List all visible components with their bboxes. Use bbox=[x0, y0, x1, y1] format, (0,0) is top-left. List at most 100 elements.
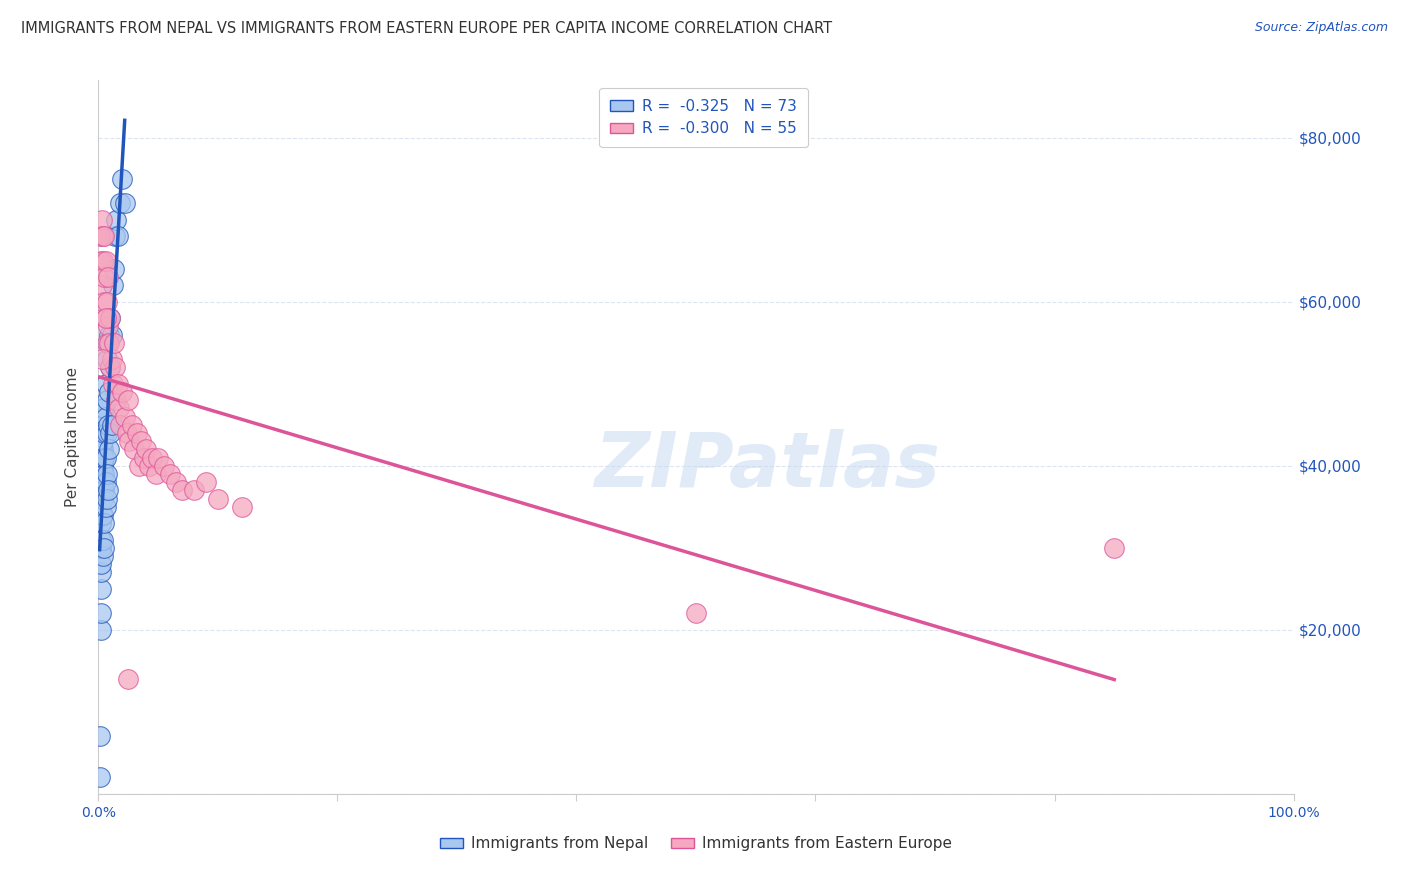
Point bbox=[107, 376, 129, 391]
Point bbox=[148, 450, 170, 465]
Point bbox=[117, 393, 139, 408]
Point bbox=[145, 467, 167, 481]
Point bbox=[90, 533, 112, 547]
Point bbox=[91, 278, 114, 293]
Point bbox=[118, 434, 141, 449]
Point bbox=[141, 450, 163, 465]
Point bbox=[105, 212, 128, 227]
Point bbox=[98, 327, 121, 342]
Point bbox=[91, 434, 114, 449]
Point bbox=[91, 425, 114, 440]
Point bbox=[96, 491, 118, 506]
Point bbox=[96, 335, 118, 350]
Point bbox=[105, 393, 128, 408]
Y-axis label: Per Capita Income: Per Capita Income bbox=[65, 367, 80, 508]
Point bbox=[91, 508, 114, 522]
Point bbox=[89, 730, 111, 744]
Point bbox=[90, 516, 112, 531]
Point bbox=[114, 409, 136, 424]
Point bbox=[135, 442, 157, 457]
Point bbox=[98, 360, 122, 375]
Point bbox=[131, 434, 153, 449]
Point bbox=[91, 438, 114, 452]
Text: Source: ZipAtlas.com: Source: ZipAtlas.com bbox=[1254, 21, 1388, 34]
Point bbox=[96, 352, 118, 367]
Point bbox=[91, 450, 114, 465]
Point bbox=[159, 467, 181, 481]
Point bbox=[685, 607, 707, 621]
Point bbox=[91, 483, 114, 498]
Point bbox=[94, 253, 117, 268]
Point bbox=[104, 229, 127, 244]
Point bbox=[89, 771, 111, 785]
Point bbox=[128, 458, 150, 473]
Point bbox=[121, 417, 143, 432]
Point bbox=[207, 491, 229, 506]
Point bbox=[90, 623, 112, 637]
Point bbox=[231, 500, 253, 514]
Point bbox=[107, 401, 129, 416]
Point bbox=[103, 261, 125, 276]
Point bbox=[91, 533, 114, 547]
Point bbox=[91, 475, 114, 490]
Point bbox=[111, 384, 134, 399]
Point bbox=[91, 491, 114, 506]
Point bbox=[94, 450, 117, 465]
Point bbox=[90, 558, 112, 572]
Point bbox=[97, 270, 120, 285]
Point bbox=[91, 253, 114, 268]
Point bbox=[93, 270, 115, 285]
Point bbox=[101, 376, 124, 391]
Point bbox=[93, 467, 115, 481]
Point bbox=[1104, 541, 1126, 555]
Legend: Immigrants from Nepal, Immigrants from Eastern Europe: Immigrants from Nepal, Immigrants from E… bbox=[434, 830, 957, 857]
Point bbox=[125, 425, 148, 440]
Point bbox=[91, 508, 114, 522]
Point bbox=[98, 360, 122, 375]
Point bbox=[101, 278, 124, 293]
Point bbox=[94, 475, 117, 490]
Point bbox=[93, 483, 115, 498]
Point bbox=[97, 483, 120, 498]
Point bbox=[94, 311, 117, 326]
Point bbox=[98, 384, 121, 399]
Point bbox=[90, 541, 112, 555]
Point bbox=[93, 516, 115, 531]
Point bbox=[124, 442, 146, 457]
Point bbox=[91, 455, 114, 469]
Point bbox=[100, 417, 122, 432]
Point bbox=[91, 212, 114, 227]
Point bbox=[97, 417, 120, 432]
Text: ZIPatlas: ZIPatlas bbox=[595, 429, 941, 502]
Point bbox=[104, 360, 127, 375]
Point bbox=[91, 442, 114, 457]
Point bbox=[91, 446, 114, 460]
Point bbox=[93, 450, 115, 465]
Point bbox=[91, 467, 114, 481]
Point bbox=[108, 417, 131, 432]
Point bbox=[94, 376, 117, 391]
Point bbox=[93, 229, 115, 244]
Point bbox=[93, 401, 115, 416]
Point bbox=[96, 425, 118, 440]
Point bbox=[91, 442, 114, 457]
Point bbox=[117, 672, 139, 686]
Point bbox=[96, 294, 118, 309]
Point bbox=[111, 171, 134, 186]
Point bbox=[89, 229, 111, 244]
Point bbox=[91, 491, 114, 506]
Point bbox=[94, 500, 117, 514]
Point bbox=[98, 425, 122, 440]
Point bbox=[195, 475, 218, 490]
Point bbox=[138, 458, 160, 473]
Point bbox=[91, 352, 114, 367]
Point bbox=[108, 196, 131, 211]
Point bbox=[91, 401, 114, 416]
Point bbox=[91, 417, 114, 432]
Point bbox=[90, 607, 112, 621]
Point bbox=[91, 475, 114, 490]
Point bbox=[94, 409, 117, 424]
Point bbox=[183, 483, 205, 498]
Point bbox=[91, 229, 114, 244]
Point bbox=[91, 425, 114, 440]
